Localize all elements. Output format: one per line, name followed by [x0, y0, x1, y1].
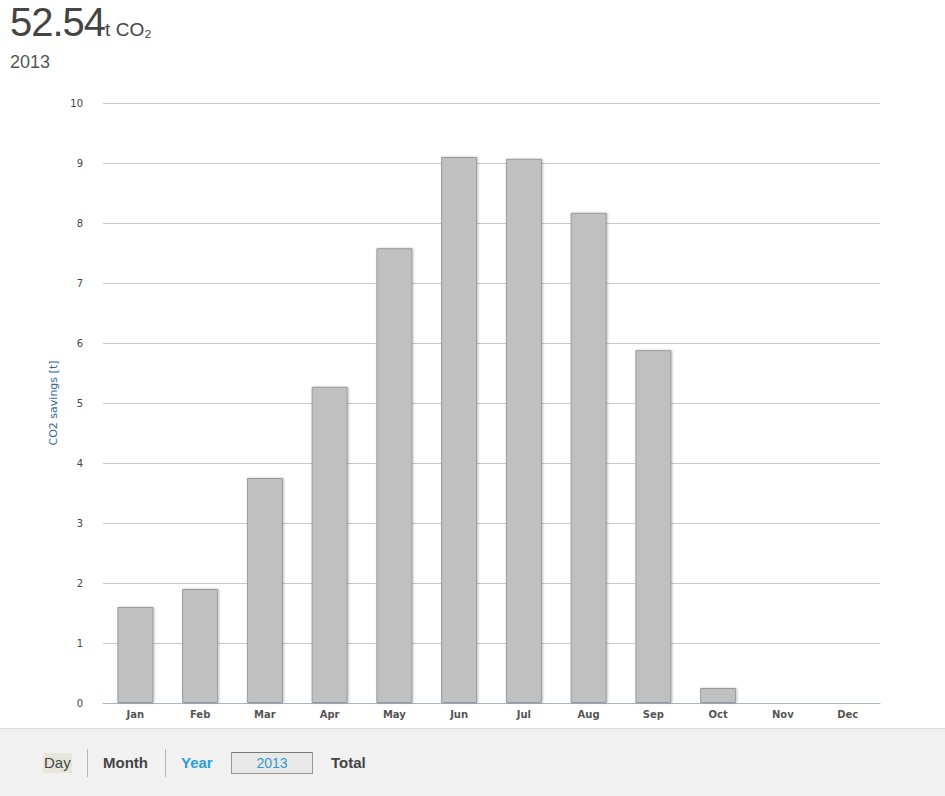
svg-text:Nov: Nov [772, 709, 794, 720]
svg-text:Aug: Aug [578, 709, 600, 720]
svg-text:CO2 savings [t]: CO2 savings [t] [47, 361, 60, 446]
svg-text:Sep: Sep [643, 709, 664, 720]
svg-text:8: 8 [77, 218, 83, 229]
html-text:2013: 2013 [256, 755, 288, 771]
svg-text:0: 0 [77, 698, 83, 709]
html-text:Month: Month [103, 754, 148, 771]
html-text:Day: Day [44, 754, 71, 771]
svg-text:Feb: Feb [190, 709, 210, 720]
svg-text:5: 5 [77, 398, 83, 409]
svg-text:Jan: Jan [126, 709, 145, 720]
html-text:Year: Year [181, 754, 213, 771]
html-text:2013: 2013 [10, 52, 50, 72]
svg-text:Apr: Apr [320, 709, 340, 720]
html-text:t CO₂: t CO₂ [105, 19, 152, 40]
svg-text:May: May [383, 709, 406, 720]
html-text:52.54: 52.54 [10, 0, 106, 44]
svg-text:7: 7 [77, 278, 83, 289]
svg-text:Jun: Jun [449, 709, 468, 720]
svg-text:6: 6 [77, 338, 83, 349]
svg-text:Oct: Oct [709, 709, 728, 720]
svg-text:4: 4 [77, 458, 83, 469]
svg-text:Jul: Jul [516, 709, 531, 720]
svg-text:Dec: Dec [837, 709, 858, 720]
svg-text:Mar: Mar [254, 709, 276, 720]
svg-text:10: 10 [70, 98, 83, 109]
svg-text:9: 9 [77, 158, 83, 169]
html-text:Total: Total [331, 754, 366, 771]
svg-text:3: 3 [77, 518, 83, 529]
svg-text:1: 1 [77, 638, 83, 649]
svg-text:2: 2 [77, 578, 83, 589]
